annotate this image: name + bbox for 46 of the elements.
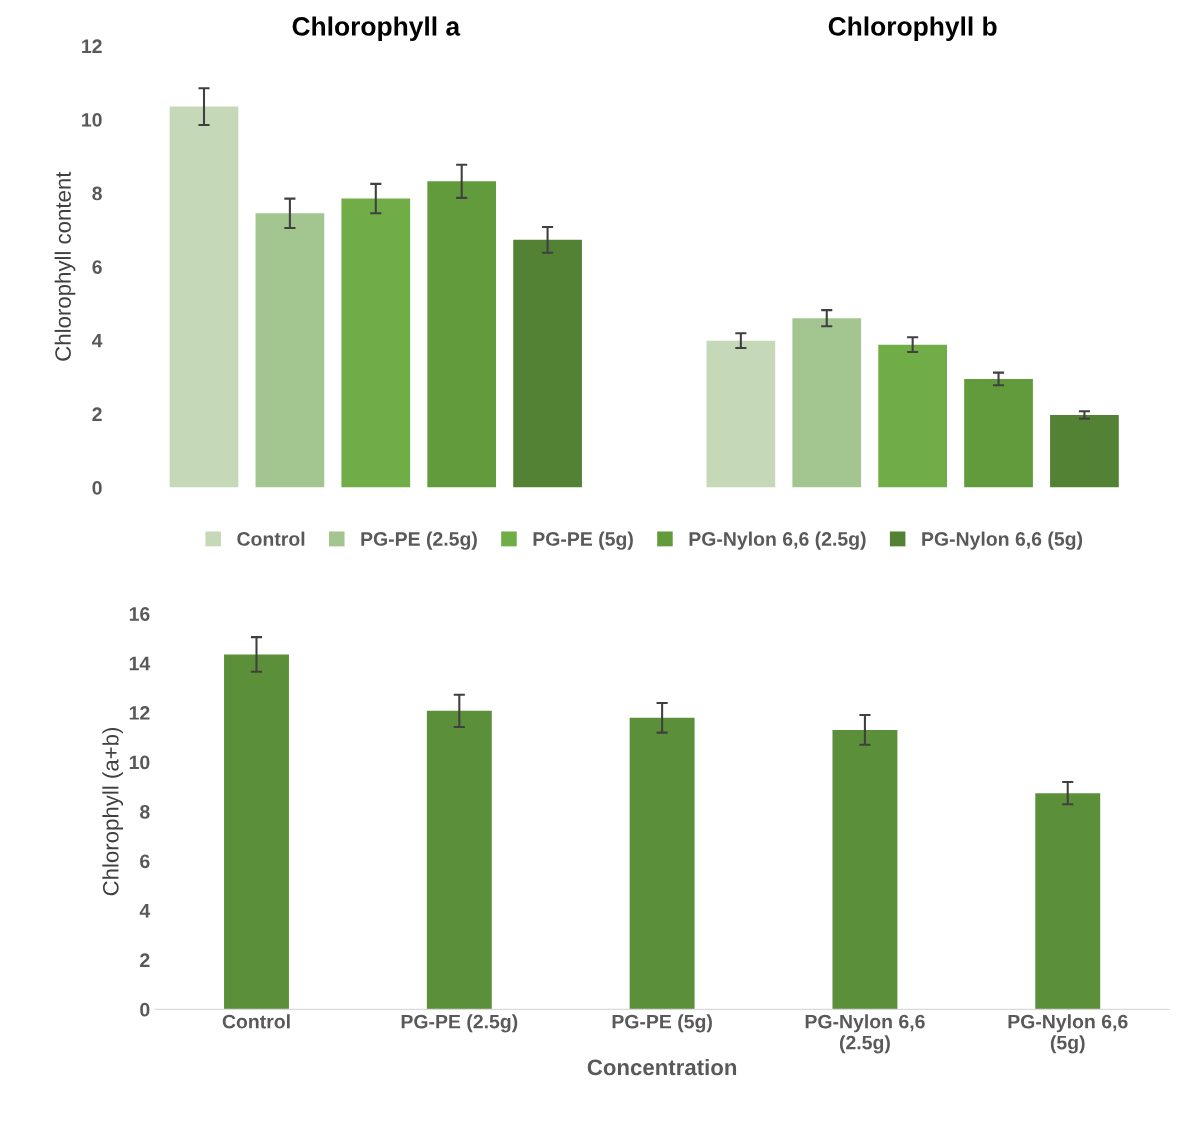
y-tick-label: 12 <box>82 39 102 53</box>
bar <box>341 198 411 488</box>
y-tick-label: 4 <box>91 333 103 348</box>
y-tick-label: 14 <box>129 656 151 671</box>
bar <box>513 239 582 488</box>
bar <box>1035 793 1101 1010</box>
bar <box>878 344 947 488</box>
bar <box>1050 414 1119 488</box>
x-tick-label: PG-Nylon 6,6 (5g) <box>1008 1014 1128 1054</box>
bar <box>169 106 239 488</box>
y-tick-label: 10 <box>129 755 150 770</box>
y-axis-title: Chlorophyll (a+b) <box>102 727 124 896</box>
y-tick-label: 10 <box>82 112 102 127</box>
bar <box>792 318 862 488</box>
y-tick-label: 0 <box>140 1002 150 1017</box>
x-tick-label: Chlorophyll b <box>828 16 997 42</box>
x-tick-label: PG-PE (2.5g) <box>401 1014 518 1033</box>
x-tick-label: PG-Nylon 6,6 (2.5g) <box>805 1014 925 1054</box>
bar <box>832 729 898 1010</box>
x-tick-label: Control <box>222 1014 290 1029</box>
x-tick-label: Chlorophyll a <box>292 16 461 42</box>
bar <box>426 710 492 1010</box>
x-axis-title: Concentration <box>587 1058 737 1076</box>
legend-label: Control <box>237 531 305 546</box>
bar <box>427 181 497 488</box>
y-axis-title: Chlorophyll content <box>54 171 76 361</box>
bar <box>706 340 776 488</box>
legend-label: PG-PE (2.5g) <box>361 531 477 550</box>
y-tick-label: 0 <box>92 480 102 495</box>
y-tick-label: 8 <box>92 186 102 201</box>
y-tick-label: 2 <box>140 953 150 967</box>
legend-label: PG-Nylon 6,6 (5g) <box>922 531 1083 550</box>
y-tick-label: 6 <box>92 260 102 274</box>
y-tick-label: 4 <box>139 904 151 918</box>
bar <box>629 717 695 1010</box>
y-tick-label: 6 <box>140 854 150 869</box>
bar <box>224 654 289 1010</box>
legend-label: PG-Nylon 6,6 (2.5g) <box>689 531 866 550</box>
y-tick-label: 12 <box>129 706 150 720</box>
x-tick-label: PG-PE (5g) <box>612 1014 712 1033</box>
y-tick-label: 16 <box>129 607 150 621</box>
legend-label: PG-PE (5g) <box>533 531 633 550</box>
bar <box>255 213 325 488</box>
y-tick-label: 2 <box>92 407 102 421</box>
y-tick-label: 8 <box>140 804 150 819</box>
bar <box>964 378 1033 488</box>
